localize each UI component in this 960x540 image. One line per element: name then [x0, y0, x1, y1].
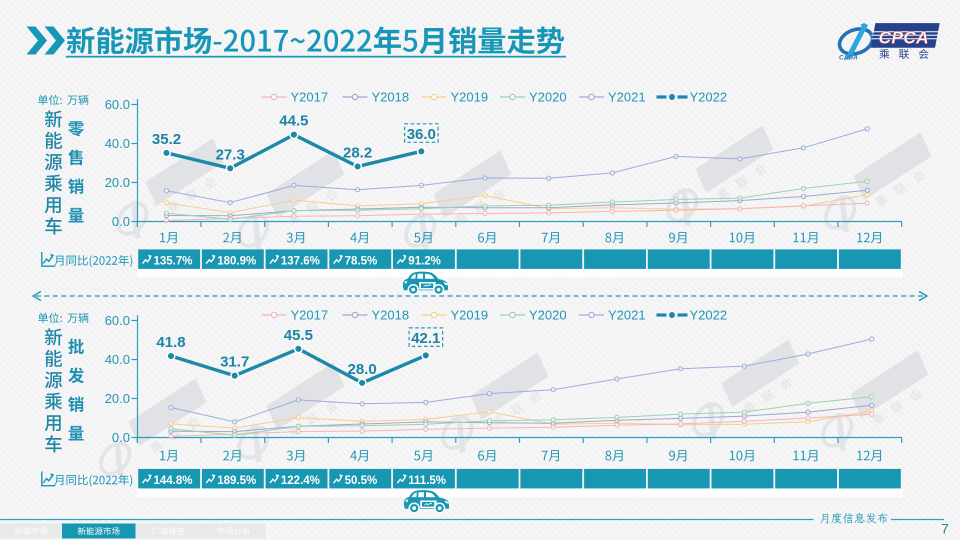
svg-text:Y2022: Y2022: [690, 308, 728, 323]
svg-text:189.5%: 189.5%: [217, 475, 256, 487]
svg-text:CADA: CADA: [839, 55, 858, 62]
svg-text:42.1: 42.1: [411, 330, 440, 347]
svg-text:28.2: 28.2: [343, 145, 372, 162]
svg-text:35.2: 35.2: [152, 131, 181, 148]
svg-text:Y2018: Y2018: [372, 90, 410, 105]
svg-text:40.0: 40.0: [105, 136, 130, 151]
svg-text:36.0: 36.0: [407, 126, 436, 143]
svg-text:40.0: 40.0: [105, 352, 130, 367]
svg-text:CPCA: CPCA: [879, 28, 929, 48]
svg-text:Y2019: Y2019: [451, 90, 489, 105]
svg-text:Y2021: Y2021: [608, 90, 646, 105]
svg-text:Y2018: Y2018: [372, 308, 410, 323]
svg-text:Y2022: Y2022: [690, 90, 728, 105]
svg-text:Y2019: Y2019: [451, 308, 489, 323]
svg-text:137.6%: 137.6%: [281, 255, 320, 267]
svg-text:Y2020: Y2020: [529, 308, 567, 323]
svg-text:20.0: 20.0: [105, 175, 130, 190]
svg-text:31.7: 31.7: [220, 354, 249, 371]
svg-text:78.5%: 78.5%: [345, 255, 378, 267]
svg-text:180.9%: 180.9%: [217, 255, 256, 267]
svg-text:60.0: 60.0: [105, 97, 130, 112]
svg-text:28.0: 28.0: [347, 361, 376, 378]
svg-text:111.5%: 111.5%: [408, 475, 446, 487]
svg-text:91.2%: 91.2%: [408, 255, 441, 267]
svg-text:50.5%: 50.5%: [345, 475, 378, 487]
svg-text:144.8%: 144.8%: [154, 475, 193, 487]
svg-text:Y2017: Y2017: [291, 90, 329, 105]
svg-text:0.0: 0.0: [112, 214, 130, 229]
svg-text:7: 7: [941, 521, 949, 537]
svg-text:122.4%: 122.4%: [281, 475, 320, 487]
svg-text:60.0: 60.0: [105, 313, 130, 328]
svg-text:Y2020: Y2020: [529, 90, 567, 105]
svg-text:20.0: 20.0: [105, 391, 130, 406]
svg-text:135.7%: 135.7%: [154, 255, 193, 267]
svg-text:27.3: 27.3: [216, 146, 245, 163]
svg-text:45.5: 45.5: [284, 327, 313, 344]
svg-text:Y2021: Y2021: [608, 308, 646, 323]
svg-text:0.0: 0.0: [112, 430, 130, 445]
svg-text:44.5: 44.5: [279, 113, 308, 130]
svg-text:Y2017: Y2017: [291, 308, 329, 323]
svg-text:41.8: 41.8: [156, 334, 185, 351]
